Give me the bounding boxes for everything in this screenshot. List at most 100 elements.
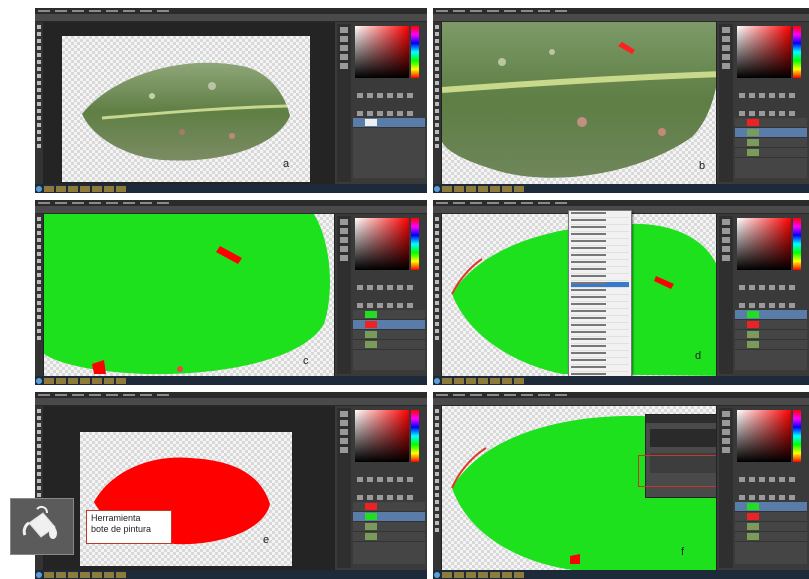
color-picker[interactable] xyxy=(355,218,409,270)
menu-item[interactable] xyxy=(571,219,629,225)
panel-icons-column[interactable] xyxy=(719,216,733,374)
layers-panel[interactable] xyxy=(353,118,425,178)
options-bar[interactable] xyxy=(35,14,427,22)
panel-icons-column[interactable] xyxy=(337,24,351,182)
layer-row[interactable] xyxy=(735,148,807,158)
layer-row[interactable] xyxy=(735,502,807,512)
menu-item[interactable] xyxy=(571,317,629,323)
layer-row[interactable] xyxy=(735,330,807,340)
layers-panel[interactable] xyxy=(735,502,807,564)
menu-bar[interactable] xyxy=(35,8,427,14)
menu-bar[interactable] xyxy=(433,392,809,398)
menu-bar[interactable] xyxy=(35,200,427,206)
adjustments-panel[interactable] xyxy=(355,470,415,518)
document-canvas[interactable] xyxy=(442,22,716,184)
tools-panel[interactable] xyxy=(35,214,44,376)
layers-panel[interactable] xyxy=(353,502,425,564)
menu-item[interactable] xyxy=(571,303,629,309)
hue-slider[interactable] xyxy=(793,410,801,462)
layer-row[interactable] xyxy=(353,502,425,512)
menu-item[interactable] xyxy=(571,254,629,260)
menu-item[interactable] xyxy=(571,345,629,351)
options-bar[interactable] xyxy=(433,14,809,22)
menu-item[interactable] xyxy=(571,289,629,295)
tools-panel[interactable] xyxy=(433,214,442,376)
menu-item[interactable] xyxy=(571,261,629,267)
panel-icons-column[interactable] xyxy=(719,24,733,182)
layer-row[interactable] xyxy=(353,532,425,542)
layer-row[interactable] xyxy=(735,118,807,128)
layer-row[interactable] xyxy=(353,330,425,340)
menu-item[interactable] xyxy=(571,352,629,358)
histogram-dialog[interactable] xyxy=(645,414,725,498)
layer-row[interactable] xyxy=(353,340,425,350)
layer-row[interactable] xyxy=(735,138,807,148)
tools-panel[interactable] xyxy=(433,22,442,184)
menu-item[interactable] xyxy=(571,310,629,316)
layer-row[interactable] xyxy=(735,310,807,320)
layers-panel[interactable] xyxy=(353,310,425,370)
panel-b-photoshop-window: b xyxy=(433,8,809,193)
hue-slider[interactable] xyxy=(411,218,419,270)
adjustments-panel[interactable] xyxy=(737,278,797,326)
hue-slider[interactable] xyxy=(411,26,419,78)
layer-row[interactable] xyxy=(735,340,807,350)
color-picker[interactable] xyxy=(355,26,409,78)
adjustments-panel[interactable] xyxy=(737,86,797,134)
menu-item[interactable] xyxy=(571,275,629,281)
menu-item[interactable] xyxy=(571,233,629,239)
panel-icons-column[interactable] xyxy=(337,216,351,374)
document-canvas[interactable] xyxy=(44,214,334,376)
color-picker[interactable] xyxy=(737,218,791,270)
menu-item[interactable] xyxy=(571,331,629,337)
hue-slider[interactable] xyxy=(411,410,419,462)
menu-item[interactable] xyxy=(571,212,629,218)
layer-row[interactable] xyxy=(353,310,425,320)
tools-panel[interactable] xyxy=(35,22,44,184)
layer-row[interactable] xyxy=(353,320,425,330)
leaf-mask-red xyxy=(94,457,270,545)
menu-item[interactable] xyxy=(571,296,629,302)
menu-bar[interactable] xyxy=(35,392,427,398)
hue-slider[interactable] xyxy=(793,218,801,270)
menu-bar[interactable] xyxy=(433,8,809,14)
menu-item[interactable] xyxy=(571,268,629,274)
options-bar[interactable] xyxy=(433,398,809,406)
layers-panel[interactable] xyxy=(735,310,807,370)
menu-item[interactable] xyxy=(571,338,629,344)
layer-row[interactable] xyxy=(353,118,425,128)
document-canvas[interactable] xyxy=(44,406,334,570)
menu-item[interactable] xyxy=(571,359,629,365)
panel-icons-column[interactable] xyxy=(337,408,351,568)
adjustments-panel[interactable] xyxy=(355,86,415,134)
menu-item[interactable] xyxy=(571,366,629,372)
options-bar[interactable] xyxy=(35,206,427,214)
layer-row[interactable] xyxy=(735,522,807,532)
menu-item-highlighted[interactable] xyxy=(571,282,629,288)
document-canvas[interactable] xyxy=(44,22,334,184)
layer-row[interactable] xyxy=(735,320,807,330)
layer-row[interactable] xyxy=(735,532,807,542)
color-picker[interactable] xyxy=(355,410,409,462)
panel-icons-column[interactable] xyxy=(719,408,733,568)
menu-item[interactable] xyxy=(571,247,629,253)
layer-row[interactable] xyxy=(353,512,425,522)
color-picker[interactable] xyxy=(737,410,791,462)
hue-slider[interactable] xyxy=(793,26,801,78)
menu-item[interactable] xyxy=(571,226,629,232)
dropdown-menu[interactable] xyxy=(568,210,632,382)
menu-item[interactable] xyxy=(571,324,629,330)
menu-item[interactable] xyxy=(571,240,629,246)
tools-panel[interactable] xyxy=(433,406,442,570)
adjustments-panel[interactable] xyxy=(737,470,797,518)
adjustments-panel[interactable] xyxy=(355,278,415,326)
color-picker[interactable] xyxy=(737,26,791,78)
layer-row[interactable] xyxy=(735,512,807,522)
layer-row[interactable] xyxy=(735,128,807,138)
layers-panel[interactable] xyxy=(735,118,807,178)
layer-row[interactable] xyxy=(353,522,425,532)
menu-bar[interactable] xyxy=(433,200,809,206)
paint-bucket-tool-tile[interactable] xyxy=(10,498,74,555)
options-bar[interactable] xyxy=(35,398,427,406)
dialog-title-bar[interactable] xyxy=(646,415,724,423)
